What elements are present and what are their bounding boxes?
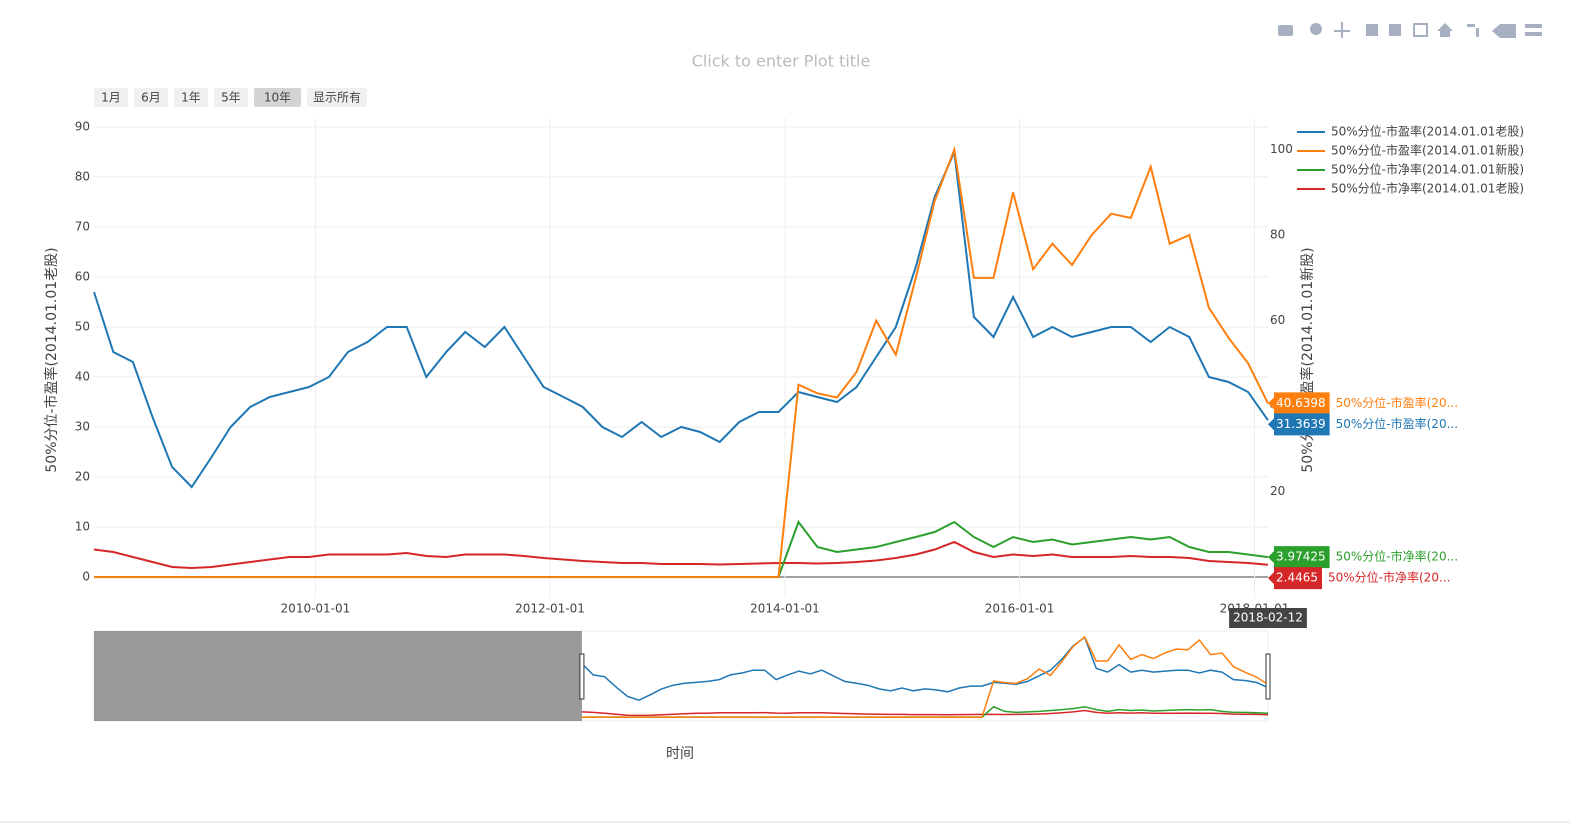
range-button[interactable]: [254, 88, 301, 107]
y-tick-label: 40: [75, 370, 90, 384]
y2-axis-title: 50%分位-市盈率(2014.01.01新股): [1299, 247, 1316, 472]
hover-name: 50%分位-市净率(20...: [1336, 549, 1458, 564]
hover-value: 40.6398: [1276, 396, 1326, 410]
legend-label[interactable]: 50%分位-市净率(2014.01.01新股): [1331, 162, 1524, 177]
y-axis-title: 50%分位-市盈率(2014.01.01老股): [43, 247, 60, 472]
hover-compare-icon[interactable]: [1525, 24, 1542, 36]
legend-label[interactable]: 50%分位-市盈率(2014.01.01新股): [1331, 143, 1524, 158]
range-button-label[interactable]: 1月: [101, 91, 121, 105]
x-tick-label: 2012-01-01: [515, 602, 585, 616]
y-tick-label: 60: [75, 270, 90, 284]
hover-box: [1268, 392, 1330, 415]
zoom-out-icon[interactable]: [1389, 24, 1401, 36]
range-button[interactable]: [307, 88, 367, 107]
modebar[interactable]: [1278, 22, 1542, 38]
autoscale-icon[interactable]: [1413, 23, 1428, 37]
hover-box: [1268, 567, 1322, 590]
range-button[interactable]: [134, 88, 168, 107]
y-tick-label: 10: [75, 520, 90, 534]
hover-value: 31.3639: [1276, 417, 1326, 431]
y2-tick-label: 80: [1270, 228, 1285, 242]
rangeslider-handle[interactable]: [579, 653, 585, 700]
rangeslider-handle[interactable]: [1265, 653, 1271, 700]
range-button-label[interactable]: 6月: [141, 91, 161, 105]
camera-icon[interactable]: [1278, 25, 1293, 36]
range-button[interactable]: [214, 88, 248, 107]
hover-name: 50%分位-市盈率(20...: [1336, 416, 1458, 431]
rangeslider-line: [581, 636, 1269, 702]
y2-tick-label: 100: [1270, 142, 1293, 156]
y-tick-label: 0: [82, 570, 90, 584]
hover-x-label: 2018-02-12: [1233, 611, 1303, 625]
hover-closest-icon[interactable]: [1492, 24, 1516, 38]
series-line: [93, 148, 1269, 489]
range-button-label[interactable]: 显示所有: [313, 91, 361, 105]
x-tick-label: 2010-01-01: [281, 602, 351, 616]
series-line: [94, 145, 1269, 579]
y-tick-label: 90: [75, 120, 90, 134]
hover-value: 2.4465: [1276, 571, 1318, 585]
range-button-label[interactable]: 10年: [264, 91, 291, 105]
pan-icon[interactable]: [1334, 22, 1350, 38]
y2-tick-label: 20: [1270, 484, 1285, 498]
chart-title[interactable]: Click to enter Plot title: [692, 52, 871, 71]
y-tick-label: 50: [75, 320, 90, 334]
home-icon[interactable]: [1437, 23, 1453, 37]
rangeslider-mask: [94, 631, 582, 721]
zoom-icon[interactable]: [1310, 23, 1322, 35]
rangeslider-line: [581, 635, 1269, 718]
range-button-label[interactable]: 5年: [221, 91, 241, 105]
hover-value: 3.97425: [1276, 550, 1326, 564]
x-axis-title: 时间: [666, 746, 694, 762]
rangeslider-line: [581, 709, 1269, 717]
spike-icon[interactable]: [1467, 24, 1479, 37]
legend-label[interactable]: 50%分位-市盈率(2014.01.01老股): [1331, 124, 1524, 139]
series-line: [93, 540, 1269, 570]
hover-name: 50%分位-市盈率(20...: [1336, 395, 1458, 410]
y-tick-label: 30: [75, 420, 90, 434]
range-button[interactable]: [94, 88, 128, 107]
y2-tick-label: 60: [1270, 313, 1285, 327]
hover-box: [1268, 546, 1330, 569]
hover-name: 50%分位-市净率(20...: [1328, 570, 1450, 585]
hover-box: [1268, 413, 1330, 436]
range-button-label[interactable]: 1年: [181, 91, 201, 105]
y-tick-label: 80: [75, 170, 90, 184]
range-button[interactable]: [174, 88, 208, 107]
y-tick-label: 70: [75, 220, 90, 234]
zoom-in-icon[interactable]: [1366, 24, 1378, 36]
legend-label[interactable]: 50%分位-市净率(2014.01.01老股): [1331, 181, 1524, 196]
hover-x-box: [1229, 608, 1307, 628]
y-tick-label: 20: [75, 470, 90, 484]
x-tick-label: 2014-01-01: [750, 602, 820, 616]
x-tick-label: 2016-01-01: [985, 602, 1055, 616]
